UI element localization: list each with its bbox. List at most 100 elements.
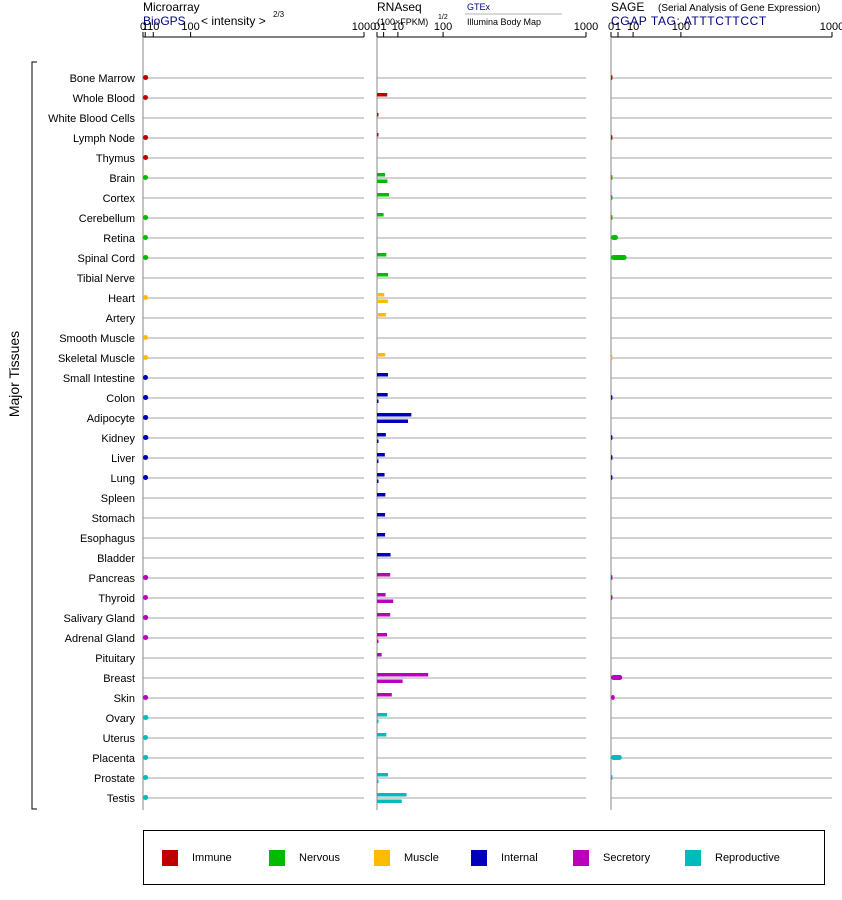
rnaseq-gtex-bar xyxy=(377,253,387,257)
microarray-bar xyxy=(143,215,149,220)
legend-swatch xyxy=(269,850,285,866)
tissue-label: White Blood Cells xyxy=(48,113,135,125)
rnaseq-tick-label: 100 xyxy=(434,21,452,33)
microarray-bar xyxy=(143,695,149,700)
legend-label: Nervous xyxy=(299,852,340,864)
rnaseq-gtex-bar xyxy=(377,433,386,437)
tissue-label: Adipocyte xyxy=(87,413,135,425)
tissue-label: Breast xyxy=(103,673,135,685)
legend-item-reproductive: Reproductive xyxy=(685,849,780,867)
rnaseq-gtex-bar xyxy=(377,133,379,137)
rnaseq-gtex-bar xyxy=(377,93,388,97)
sage-title: SAGE xyxy=(611,0,644,14)
gtex-link[interactable]: GTEx xyxy=(467,2,491,12)
cgap-tag-link[interactable]: CGAP TAG: ATTTCTTCCT xyxy=(611,14,767,28)
illumina-link[interactable]: Illumina Body Map xyxy=(467,17,541,27)
rnaseq-exponent: 1/2 xyxy=(438,14,448,21)
rnaseq-gtex-bar xyxy=(377,533,386,537)
legend-label: Immune xyxy=(192,852,232,864)
microarray-exponent: 2/3 xyxy=(273,10,285,19)
rnaseq-gtex-bar xyxy=(377,613,391,617)
rnaseq-tick-label: 1 xyxy=(381,21,387,33)
tissue-label: Artery xyxy=(106,313,136,325)
tissue-label: Retina xyxy=(103,233,136,245)
rnaseq-gtex-bar xyxy=(377,573,391,577)
rnaseq-gtex-bar xyxy=(377,273,389,277)
tissue-label: Uterus xyxy=(103,733,136,745)
sage-tick-label: 1000 xyxy=(820,21,842,33)
legend-item-immune: Immune xyxy=(162,849,232,867)
tissue-label: Placenta xyxy=(92,753,136,765)
rnaseq-gtex-bar xyxy=(377,313,386,317)
microarray-bar xyxy=(143,415,149,420)
rnaseq-gtex-bar xyxy=(377,113,379,117)
biogps-link[interactable]: BioGPS xyxy=(143,14,186,28)
legend-label: Secretory xyxy=(603,852,651,864)
microarray-tick-label: 0 xyxy=(140,21,146,33)
sage-bar xyxy=(611,195,613,200)
microarray-tick-label: 100 xyxy=(181,21,199,33)
tissue-label: Cerebellum xyxy=(79,213,135,225)
tissue-label: Skin xyxy=(114,693,135,705)
sage-tick-label: 100 xyxy=(672,21,690,33)
sage-bar xyxy=(611,175,613,180)
rnaseq-gtex-bar xyxy=(377,733,387,737)
rnaseq-illumina-bar xyxy=(377,459,379,463)
microarray-bar xyxy=(143,775,149,780)
microarray-bar xyxy=(143,615,149,620)
microarray-bar xyxy=(143,395,149,400)
legend-label: Reproductive xyxy=(715,852,780,864)
rnaseq-gtex-bar xyxy=(377,693,392,697)
microarray-bar xyxy=(143,475,149,480)
legend: Immune Nervous Muscle Internal Secretory Repr… xyxy=(143,830,825,885)
sage-bar xyxy=(611,235,618,240)
tissue-label: Pituitary xyxy=(95,653,135,665)
tissue-label: Colon xyxy=(106,393,135,405)
tissue-label: Spinal Cord xyxy=(78,253,135,265)
rnaseq-tick-label: 0 xyxy=(374,21,380,33)
sage-bar xyxy=(611,755,622,760)
tissue-label: Ovary xyxy=(106,713,136,725)
tissue-label: Pancreas xyxy=(89,573,136,585)
legend-label: Muscle xyxy=(404,852,439,864)
rnaseq-illumina-bar xyxy=(377,599,394,603)
tissue-label: Salivary Gland xyxy=(63,613,135,625)
microarray-bar xyxy=(143,235,148,240)
rnaseq-tick-label: 1000 xyxy=(574,21,598,33)
sage-bar xyxy=(611,595,613,600)
rnaseq-gtex-bar xyxy=(377,193,390,197)
sage-bar xyxy=(611,75,613,80)
sage-bar xyxy=(611,255,627,260)
legend-label: Internal xyxy=(501,852,538,864)
tissue-label: Smooth Muscle xyxy=(59,333,135,345)
rnaseq-gtex-bar xyxy=(377,173,386,177)
microarray-bar xyxy=(143,455,149,460)
rnaseq-subtitle: (100×FPKM) xyxy=(377,17,428,27)
sage-bar xyxy=(611,695,615,700)
sage-bar xyxy=(611,435,613,440)
legend-swatch xyxy=(471,850,487,866)
tissue-label: Tibial Nerve xyxy=(77,273,135,285)
legend-swatch xyxy=(685,850,701,866)
sage-tick-label: 1 xyxy=(615,21,621,33)
tissue-bracket xyxy=(31,61,37,810)
microarray-tick-label: 10 xyxy=(147,21,159,33)
microarray-tick-label: 1 xyxy=(142,21,148,33)
tissue-label: Cortex xyxy=(103,193,136,205)
legend-item-nervous: Nervous xyxy=(269,849,340,867)
rnaseq-illumina-bar xyxy=(377,799,402,803)
rnaseq-title: RNAseq xyxy=(377,0,422,14)
rnaseq-gtex-bar xyxy=(377,773,389,777)
legend-item-secretory: Secretory xyxy=(573,849,650,867)
tissue-label: Whole Blood xyxy=(73,93,135,105)
rnaseq-gtex-bar xyxy=(377,373,389,377)
sage-bar xyxy=(611,455,613,460)
microarray-bar xyxy=(143,595,148,600)
tissue-label: Spleen xyxy=(101,493,135,505)
rnaseq-gtex-bar xyxy=(377,393,388,397)
legend-item-muscle: Muscle xyxy=(374,849,439,867)
y-axis-label: Major Tissues xyxy=(6,331,22,417)
rnaseq-tick-label: 10 xyxy=(392,21,404,33)
rnaseq-illumina-bar xyxy=(377,679,403,683)
sage-bar xyxy=(611,395,613,400)
